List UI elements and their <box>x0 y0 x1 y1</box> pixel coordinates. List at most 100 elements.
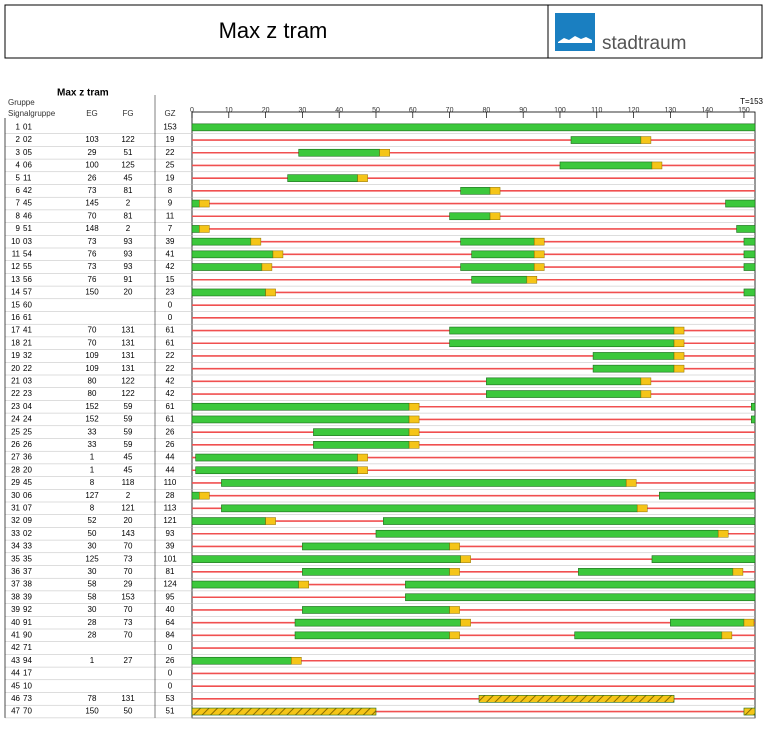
amber-phase <box>489 212 501 220</box>
row-number: 20 <box>11 364 20 373</box>
x-tick-label: 130 <box>665 107 677 114</box>
green-phase <box>471 250 535 259</box>
eg-value: 73 <box>88 237 97 246</box>
group-id: 37 <box>23 567 32 576</box>
amber-phase <box>743 618 755 627</box>
fg-value: 45 <box>124 453 133 462</box>
green-phase <box>460 263 535 271</box>
row-number: 26 <box>11 440 20 449</box>
group-id: 91 <box>23 618 32 627</box>
gz-value: 101 <box>163 554 177 563</box>
x-tick-label: 20 <box>262 107 270 114</box>
group-id: 92 <box>23 605 32 614</box>
fg-value: 70 <box>124 567 133 576</box>
fg-value: 59 <box>124 415 133 424</box>
group-id: 94 <box>23 656 32 665</box>
green-phase <box>294 631 450 640</box>
row-number: 2 <box>16 135 21 144</box>
gz-value: 0 <box>168 313 173 322</box>
fg-value: 50 <box>124 707 133 716</box>
eg-value: 30 <box>88 605 97 614</box>
group-id: 04 <box>23 402 32 411</box>
eg-value: 73 <box>88 186 97 195</box>
group-id: 06 <box>23 491 32 500</box>
gz-value: 19 <box>166 135 175 144</box>
amber-phase <box>533 263 545 271</box>
row-number: 29 <box>11 478 20 487</box>
eg-value: 8 <box>90 503 95 512</box>
green-phase <box>191 517 266 525</box>
amber-phase <box>357 466 368 474</box>
row-number: 18 <box>11 338 20 347</box>
amber-phase <box>533 250 545 259</box>
row-number: 4 <box>16 161 21 170</box>
amber-phase <box>673 364 685 373</box>
eg-value: 58 <box>88 580 97 589</box>
column-header: Gruppe <box>8 98 35 107</box>
x-tick-label: 10 <box>225 107 233 114</box>
group-id: 45 <box>23 478 32 487</box>
gz-value: 42 <box>166 376 175 385</box>
x-tick-label: 70 <box>446 107 454 114</box>
eg-value: 30 <box>88 542 97 551</box>
amber-phase <box>640 377 652 386</box>
row-number: 11 <box>12 249 21 258</box>
fg-value: 70 <box>124 605 133 614</box>
green-phase <box>570 136 642 144</box>
fg-value: 70 <box>124 542 133 551</box>
group-id: 60 <box>23 300 32 309</box>
eg-value: 33 <box>88 427 97 436</box>
amber-phase <box>265 517 276 525</box>
group-id: 02 <box>23 135 32 144</box>
green-phase <box>405 580 756 589</box>
x-tick-label: 140 <box>701 107 713 114</box>
eg-value: 50 <box>88 529 97 538</box>
amber-phase <box>357 453 368 462</box>
row-number: 46 <box>11 694 20 703</box>
eg-value: 148 <box>85 224 99 233</box>
eg-value: 70 <box>88 211 97 220</box>
row-number: 5 <box>16 173 21 182</box>
row-number: 8 <box>16 211 21 220</box>
eg-value: 76 <box>88 249 97 258</box>
fg-value: 73 <box>124 618 133 627</box>
fg-value: 59 <box>124 402 133 411</box>
fg-value: 93 <box>124 249 133 258</box>
logo-icon <box>555 13 595 51</box>
row-number: 1 <box>16 122 21 131</box>
green-phase <box>302 568 450 576</box>
eg-value: 150 <box>85 288 99 297</box>
amber-phase <box>640 390 652 398</box>
amber-phase <box>489 187 501 195</box>
gz-value: 8 <box>168 186 173 195</box>
amber-phase <box>357 174 368 182</box>
group-id: 33 <box>23 542 32 551</box>
eg-value: 103 <box>85 135 99 144</box>
amber-phase <box>651 161 663 170</box>
green-phase <box>191 263 263 271</box>
row-number: 15 <box>11 300 20 309</box>
amber-phase <box>721 631 733 640</box>
row-number: 27 <box>11 453 20 462</box>
amber-phase <box>408 403 420 411</box>
fg-value: 143 <box>121 529 135 538</box>
gz-value: 0 <box>168 300 173 309</box>
group-id: 36 <box>23 453 32 462</box>
group-id: 71 <box>23 643 32 652</box>
group-id: 23 <box>23 389 32 398</box>
fg-value: 81 <box>124 211 133 220</box>
x-tick-label: 60 <box>409 107 417 114</box>
amber-phase <box>449 568 460 576</box>
fg-value: 122 <box>121 389 135 398</box>
eg-value: 152 <box>85 415 99 424</box>
green-phase <box>670 618 745 627</box>
group-id: 07 <box>23 503 32 512</box>
eg-value: 1 <box>90 465 95 474</box>
gz-value: 22 <box>166 351 175 360</box>
green-phase <box>592 352 675 360</box>
green-phase <box>191 555 461 563</box>
amber-phase <box>449 542 460 551</box>
group-id: 06 <box>23 161 32 170</box>
green-phase <box>313 441 410 449</box>
